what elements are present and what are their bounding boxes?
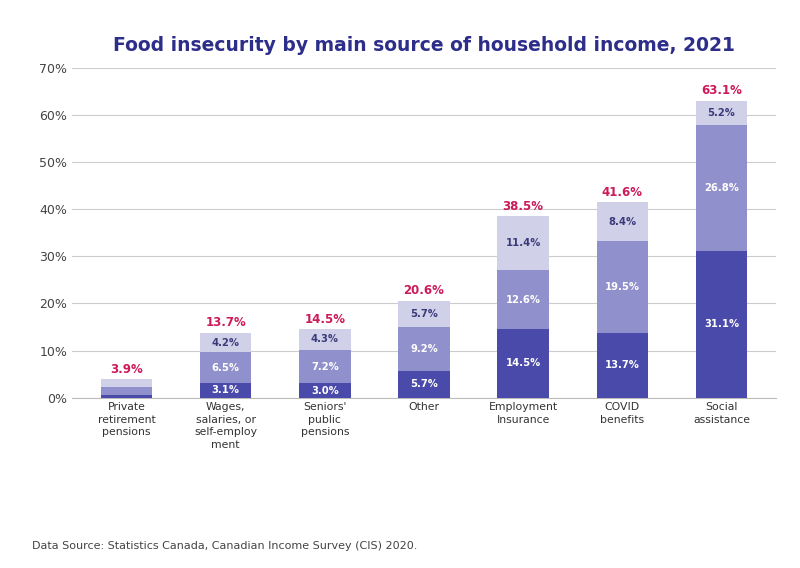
Bar: [200, 383, 251, 398]
Bar: [696, 101, 747, 125]
Text: 20.6%: 20.6%: [403, 285, 445, 298]
Text: 31.1%: 31.1%: [704, 319, 739, 329]
Bar: [398, 371, 450, 398]
Text: 13.7%: 13.7%: [605, 360, 640, 370]
Bar: [299, 329, 350, 349]
Text: 6.5%: 6.5%: [212, 363, 240, 373]
Text: 9.2%: 9.2%: [410, 344, 438, 354]
Bar: [597, 333, 648, 398]
Text: 41.6%: 41.6%: [602, 186, 643, 199]
Text: 11.4%: 11.4%: [506, 238, 541, 248]
Text: 3.0%: 3.0%: [311, 386, 338, 395]
Text: 5.2%: 5.2%: [707, 108, 735, 118]
Text: 7.2%: 7.2%: [311, 362, 338, 371]
Text: 12.6%: 12.6%: [506, 295, 541, 304]
Text: 13.7%: 13.7%: [206, 316, 246, 329]
Bar: [101, 379, 152, 387]
Bar: [498, 270, 549, 329]
Bar: [696, 125, 747, 251]
Bar: [299, 349, 350, 383]
Text: 26.8%: 26.8%: [704, 183, 739, 193]
Bar: [200, 352, 251, 383]
Bar: [696, 251, 747, 398]
Text: 38.5%: 38.5%: [502, 200, 544, 213]
Bar: [597, 241, 648, 333]
Text: 4.3%: 4.3%: [311, 335, 339, 344]
Title: Food insecurity by main source of household income, 2021: Food insecurity by main source of househ…: [113, 36, 735, 56]
Bar: [200, 333, 251, 352]
Text: 14.5%: 14.5%: [506, 358, 541, 369]
Text: Data Source: Statistics Canada, Canadian Income Survey (CIS) 2020.: Data Source: Statistics Canada, Canadian…: [32, 541, 418, 551]
Text: 63.1%: 63.1%: [701, 84, 742, 97]
Bar: [101, 395, 152, 398]
Text: 14.5%: 14.5%: [304, 313, 346, 326]
Text: 5.7%: 5.7%: [410, 379, 438, 389]
Bar: [498, 329, 549, 398]
Text: 3.9%: 3.9%: [110, 363, 143, 376]
Bar: [398, 300, 450, 328]
Bar: [101, 387, 152, 395]
Bar: [597, 202, 648, 241]
Text: 3.1%: 3.1%: [212, 385, 240, 395]
Text: 19.5%: 19.5%: [605, 282, 640, 293]
Bar: [299, 383, 350, 398]
Bar: [498, 216, 549, 270]
Text: 8.4%: 8.4%: [608, 216, 636, 227]
Text: 5.7%: 5.7%: [410, 309, 438, 319]
Bar: [398, 328, 450, 371]
Text: 4.2%: 4.2%: [212, 337, 240, 348]
